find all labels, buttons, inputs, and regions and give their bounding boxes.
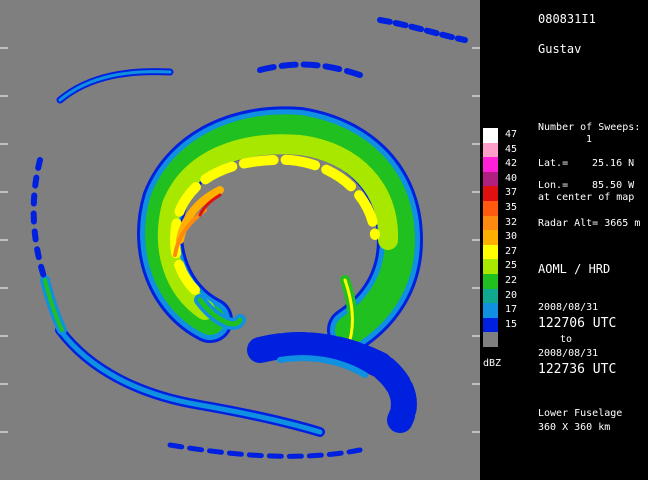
legend-label: 40 <box>505 172 518 184</box>
legend-label: 45 <box>505 143 518 155</box>
radar-altitude: Radar Alt= 3665 m <box>538 218 641 229</box>
outer-rainband <box>30 17 468 459</box>
sweeps-label: Number of Sweeps: <box>538 122 641 133</box>
eye <box>228 249 308 321</box>
domain-size: 360 X 360 km <box>538 422 611 433</box>
legend-label: 15 <box>505 318 518 330</box>
storm-name: Gustav <box>538 42 582 56</box>
legend-label: 17 <box>505 304 518 316</box>
legend-swatch <box>483 288 498 304</box>
legend-swatch <box>483 274 498 289</box>
legend-label: 35 <box>505 202 518 213</box>
lat-label: Lat.= <box>538 158 569 169</box>
legend-swatch <box>483 317 498 333</box>
legend-label: 22 <box>505 275 518 286</box>
flight-id: 080831I1 <box>538 12 596 26</box>
legend-swatch <box>483 201 498 216</box>
eyewall-spiral <box>137 106 424 353</box>
end-date: 2008/08/31 <box>538 348 599 359</box>
legend-swatch <box>483 303 498 319</box>
radar-reflectivity-image <box>0 0 480 480</box>
southern-precip <box>247 332 417 433</box>
legend-label: 30 <box>505 231 518 243</box>
legend-label: 37 <box>505 187 518 199</box>
start-date: 2008/08/31 <box>538 302 599 313</box>
info-panel <box>480 0 648 480</box>
start-time: 122706 UTC <box>538 316 617 331</box>
legend-swatch <box>483 244 498 260</box>
lat-value: 25.16 N <box>592 158 635 169</box>
organization: AOML / HRD <box>538 262 611 276</box>
legend-label: 42 <box>505 158 518 170</box>
end-time: 122736 UTC <box>538 362 617 377</box>
legend-label: 20 <box>505 289 518 301</box>
tick-marks <box>0 47 480 433</box>
legend-swatch <box>483 186 498 202</box>
legend-label: 25 <box>505 260 518 272</box>
legend-swatch <box>483 259 498 275</box>
map-center-note: at center of map <box>538 192 635 203</box>
legend-swatch <box>483 128 498 143</box>
lon-value: 85.50 W <box>592 180 635 191</box>
legend-label: 47 <box>505 129 518 140</box>
legend-swatch <box>483 142 498 158</box>
legend-swatch <box>483 332 498 348</box>
legend-unit: dBZ <box>483 358 502 369</box>
legend-swatch <box>483 230 498 246</box>
radar-type: Lower Fuselage <box>538 408 623 419</box>
legend-swatch <box>483 157 498 173</box>
legend-swatch <box>483 215 498 231</box>
sweeps-value: 1 <box>586 134 593 145</box>
legend-label: 32 <box>505 216 518 228</box>
inner-band <box>194 275 358 345</box>
legend-label: 27 <box>505 245 518 257</box>
time-separator: to <box>560 334 573 345</box>
lon-label: Lon.= <box>538 180 569 191</box>
legend-swatch <box>483 171 498 187</box>
